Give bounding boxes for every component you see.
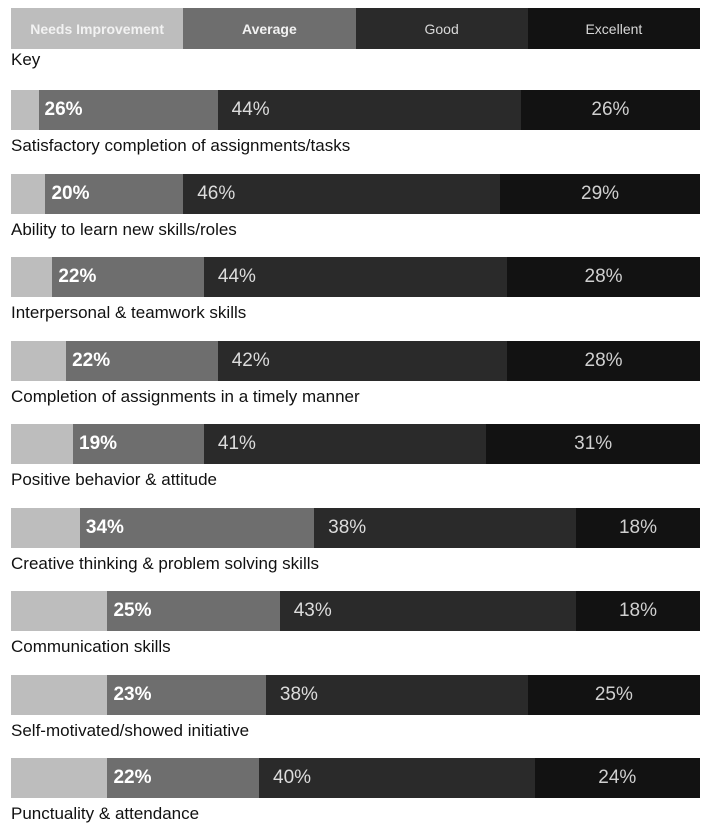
chart-row: 20% 46% 29% Ability to learn new skills/rol… — [11, 168, 700, 246]
chart-row: 26% 44% 26% Satisfactory completion of assi… — [11, 84, 700, 162]
bar-segment-excellent: 28% — [507, 257, 700, 297]
stacked-bar: 25% 43% 18% — [11, 591, 700, 631]
data-label: 31% — [574, 433, 613, 454]
bar-segment-excellent: 31% — [486, 424, 700, 464]
data-label: 44% — [231, 99, 270, 120]
data-label: 43% — [293, 600, 332, 621]
bar-segment-good: 44% — [203, 257, 508, 297]
bar-segment-good: 40% — [259, 758, 535, 798]
bar-segment-average: 19% — [73, 424, 204, 464]
data-label: 20% — [51, 182, 90, 204]
bar-segment-average: 22% — [107, 758, 260, 798]
data-label: 46% — [197, 182, 236, 204]
data-label: 18% — [618, 600, 657, 621]
data-label: 41% — [217, 433, 256, 454]
legend-title: Key — [11, 50, 41, 69]
data-label: 26% — [591, 99, 630, 120]
chart-row: 19% 41% 31% Positive behavior & attitude — [11, 418, 700, 496]
bar-segment-needs-improvement — [11, 424, 73, 464]
data-label: 38% — [279, 683, 318, 705]
chart-row: 25% 43% 18% Communication skills — [11, 585, 700, 663]
stacked-bar: 26% 44% 26% — [11, 90, 700, 130]
bar-segment-excellent: 24% — [534, 758, 700, 798]
bar-segment-average: 22% — [66, 340, 218, 381]
category-label: Satisfactory completion of assignments/t… — [11, 136, 351, 155]
bar-segment-excellent: 18% — [575, 591, 700, 631]
bar-segment-average: 26% — [38, 90, 218, 130]
category-label: Creative thinking & problem solving skil… — [11, 553, 320, 573]
legend-item-needs-improvement: Needs Improvement — [11, 8, 184, 49]
stacked-bar: 20% 46% 29% — [11, 173, 700, 214]
data-label: 22% — [113, 767, 152, 788]
bar-segment-average: 20% — [45, 173, 184, 214]
category-label: Interpersonal & teamwork skills — [11, 303, 247, 322]
bar-segment-good: 42% — [217, 340, 508, 381]
bar-segment-average: 25% — [107, 591, 280, 631]
bar-segment-needs-improvement — [11, 173, 46, 214]
bar-segment-needs-improvement — [11, 591, 108, 631]
bar-segment-needs-improvement — [11, 758, 108, 798]
stacked-bar: 19% 41% 31% — [11, 424, 700, 464]
bar-segment-excellent: 26% — [520, 90, 700, 130]
chart-row: 22% 44% 28% Interpersonal & teamwork skills — [11, 251, 700, 329]
bar-segment-good: 38% — [265, 674, 528, 715]
bar-segment-excellent: 18% — [575, 507, 700, 548]
data-label: 34% — [85, 516, 124, 538]
bar-segment-good: 38% — [314, 507, 576, 548]
stacked-bar: 22% 44% 28% — [11, 257, 700, 297]
bar-segment-needs-improvement — [11, 90, 39, 130]
legend-item-average: Average — [183, 8, 356, 49]
category-label: Communication skills — [11, 637, 171, 656]
legend-item-good: Good — [355, 8, 528, 49]
chart-row: 22% 40% 24% Punctuality & attendance — [11, 752, 700, 830]
bar-segment-good: 44% — [217, 90, 521, 130]
data-label: 18% — [618, 516, 657, 538]
bar-segment-excellent: 25% — [527, 674, 700, 715]
legend-item-excellent: Excellent — [527, 8, 700, 49]
category-label: Punctuality & attendance — [11, 804, 200, 823]
bar-segment-excellent: 28% — [507, 340, 700, 381]
chart-row: 22% 42% 28% Completion of assignments in a … — [11, 335, 700, 413]
data-label: 22% — [72, 349, 111, 371]
stacked-bar: 23% 38% 25% — [11, 674, 700, 715]
bar-segment-average: 22% — [52, 257, 204, 297]
data-label: 44% — [217, 266, 256, 287]
bar-segment-needs-improvement — [11, 507, 80, 548]
data-label: 29% — [581, 182, 620, 204]
bar-segment-good: 41% — [203, 424, 487, 464]
data-label: 28% — [584, 349, 623, 371]
data-label: 19% — [79, 433, 118, 454]
category-label: Self-motivated/showed initiative — [11, 720, 250, 740]
bar-segment-good: 46% — [183, 173, 501, 214]
data-label: 22% — [58, 266, 97, 287]
data-label: 40% — [273, 767, 312, 788]
stacked-bar: 22% 40% 24% — [11, 758, 700, 798]
bar-segment-needs-improvement — [11, 674, 108, 715]
bar-segment-excellent: 29% — [500, 173, 700, 214]
stacked-bar: 34% 38% 18% — [11, 507, 700, 548]
data-label: 24% — [598, 767, 637, 788]
bar-segment-average: 23% — [107, 674, 266, 715]
data-label: 25% — [113, 600, 152, 621]
bar-segment-needs-improvement — [11, 340, 67, 381]
data-label: 28% — [584, 266, 623, 287]
data-label: 23% — [113, 683, 152, 705]
data-label: 38% — [328, 516, 367, 538]
data-label: 42% — [231, 349, 270, 371]
data-label: 25% — [594, 683, 633, 705]
category-label: Completion of assignments in a timely ma… — [11, 386, 360, 406]
data-label: 26% — [44, 99, 83, 120]
chart-row: 34% 38% 18% Creative thinking & problem sol… — [11, 502, 700, 580]
legend: Needs Improvement Average Good Excellent — [11, 8, 700, 49]
chart-row: 23% 38% 25% Self-motivated/showed initiativ… — [11, 669, 700, 747]
bar-segment-needs-improvement — [11, 257, 53, 297]
bar-segment-average: 34% — [79, 507, 315, 548]
category-label: Ability to learn new skills/roles — [11, 219, 237, 239]
stacked-bar: 22% 42% 28% — [11, 340, 700, 381]
category-label: Positive behavior & attitude — [11, 470, 218, 489]
bar-segment-good: 43% — [279, 591, 576, 631]
